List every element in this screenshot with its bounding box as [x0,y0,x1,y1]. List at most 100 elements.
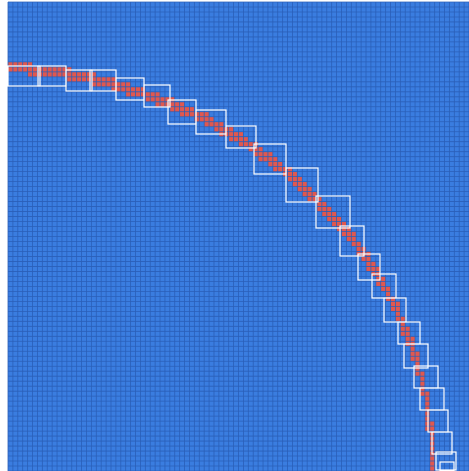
arc-path-cell [356,241,362,247]
arc-path-cell [272,166,278,172]
tracking-box [439,461,455,471]
arc-path-cell [81,71,87,77]
arc-path-cell [331,211,337,217]
arc-path-cell [47,71,53,77]
arc-path-cell [228,136,234,142]
arc-path-cell [375,281,381,287]
arc-path-cell [424,421,430,427]
arc-path-cell [336,221,342,227]
arc-path-cell [155,91,161,97]
arc-path-cell [292,171,298,177]
arc-path-cell [267,156,273,162]
arc-path-cell [174,106,180,112]
arc-path-cell [415,361,420,367]
arc-path-cell [209,116,214,122]
arc-path-cell [189,106,195,112]
arc-path-cell [424,411,430,417]
arc-path-cell [233,131,239,137]
tracking-box [253,143,287,175]
tracking-box [143,84,171,108]
arc-path-cell [415,351,420,357]
arc-path-cell [22,61,28,67]
arc-path-cell [400,326,406,332]
arc-path-cell [415,356,420,362]
arc-path-cell [248,146,254,152]
arc-path-cell [12,61,18,67]
arc-path-cell [179,101,185,107]
arc-path-cell [66,66,72,72]
arc-path-cell [91,71,97,77]
arc-path-cell [429,461,435,467]
arc-path-cell [199,111,205,117]
arc-path-cell [366,261,371,267]
arc-path-cell [238,141,244,147]
arc-path-cell [429,426,435,432]
arc-path-cell [424,396,430,402]
arc-path-cell [424,416,430,422]
arc-path-cell [424,391,430,397]
arc-path-cell [52,71,58,77]
arc-path-cell [150,91,156,97]
arc-path-cell [321,206,327,212]
arc-path-cell [155,101,161,107]
arc-path-cell [140,86,146,92]
arc-path-cell [96,81,102,87]
arc-path-cell [277,161,283,167]
arc-path-cell [110,76,116,82]
arc-path-cell [8,66,13,72]
arc-path-cell [277,166,283,172]
arc-path-cell [184,106,190,112]
tracking-box [357,253,381,281]
arc-path-cell [346,231,352,237]
arc-path-cell [57,71,62,77]
arc-path-cell [380,281,386,287]
arc-path-cell [101,76,107,82]
arc-path-cell [424,426,430,432]
arc-path-cell [429,421,435,427]
arc-path-cell [213,121,219,127]
arc-path-cell [204,121,210,127]
arc-path-cell [106,81,111,87]
arc-path-cell [316,201,322,207]
arc-path-cell [228,126,234,132]
arc-path-cell [326,206,332,212]
arc-path-cell [321,211,327,217]
arc-path-cell [115,86,121,92]
arc-path-cell [346,236,352,242]
arc-path-cell [419,386,425,392]
arc-path-cell [307,186,313,192]
arc-path-cell [130,86,136,92]
arc-path-cell [218,126,224,132]
arc-path-cell [415,371,420,377]
arc-path-cell [110,81,116,87]
arc-path-cell [253,151,259,157]
arc-path-cell [81,76,87,82]
arc-path-cell [331,221,337,227]
arc-path-cell [42,66,48,72]
arc-path-cell [248,141,254,147]
arc-path-cell [375,276,381,282]
arc-path-cell [145,91,151,97]
arc-path-cell [366,266,371,272]
arc-path-cell [312,191,317,197]
arc-path-cell [120,81,126,87]
arc-path-cell [419,376,425,382]
arc-path-cell [336,216,342,222]
arc-path-cell [385,291,391,297]
arc-path-cell [125,91,131,97]
arc-path-cell [258,151,264,157]
arc-path-cell [160,101,165,107]
arc-path-cell [410,336,416,342]
arc-path-cell [375,266,381,272]
arc-path-cell [150,96,156,102]
arc-path-cell [390,301,396,307]
arc-path-cell [47,66,53,72]
arc-path-cell [22,66,28,72]
arc-path-cell [405,326,411,332]
arc-path-cell [302,186,308,192]
tracking-box [403,343,429,369]
arc-path-cell [419,391,425,397]
arc-path-cell [32,66,38,72]
arc-path-cell [287,176,293,182]
arc-path-cell [267,151,273,157]
